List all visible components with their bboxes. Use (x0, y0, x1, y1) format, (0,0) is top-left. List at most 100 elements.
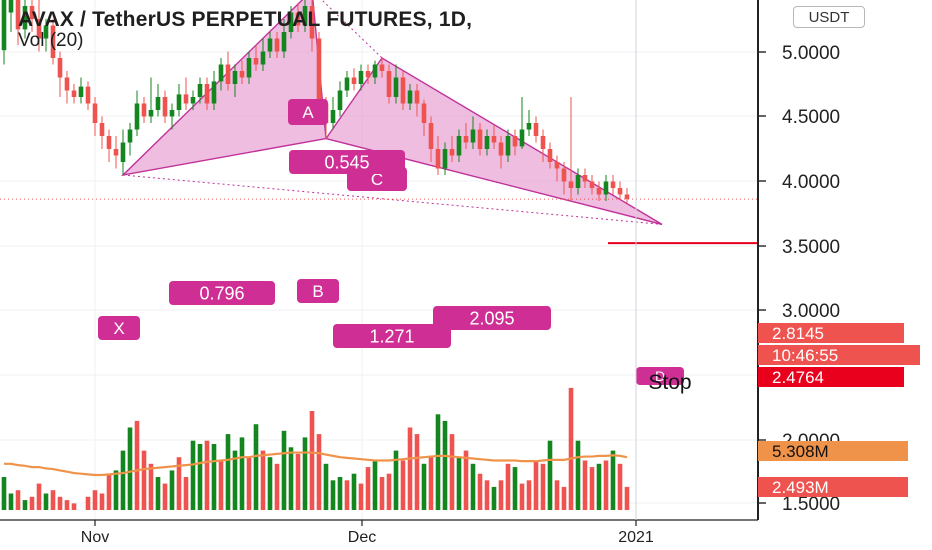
label-a-bg (288, 99, 328, 125)
candle-body (526, 123, 532, 130)
volume-bar (386, 473, 392, 510)
candle-body (253, 58, 259, 65)
candle-body (176, 94, 182, 110)
volume-bar (183, 477, 189, 510)
volume-moving-average (4, 451, 628, 477)
volume-bar (43, 493, 49, 510)
volume-bar (288, 447, 294, 510)
label-a-text: A (302, 103, 314, 122)
volume-bar (295, 453, 301, 510)
volume-bar (50, 490, 56, 510)
volume-bar (1, 477, 7, 510)
price-tag: 10:46:55 (758, 345, 920, 365)
volume-bar (162, 483, 168, 510)
time-tick-label: Nov (81, 529, 109, 546)
candle-body (582, 175, 588, 182)
volume-indicator-label[interactable]: Vol (20) (18, 30, 84, 51)
candle-body (519, 129, 525, 147)
volume-bar (449, 434, 455, 510)
volume-bar (274, 463, 280, 510)
candle-body (470, 129, 476, 143)
candle-body (505, 136, 511, 156)
volume-bar (603, 460, 609, 510)
volume-bar (148, 463, 154, 510)
label-b-bg (297, 279, 339, 303)
label-c-text: C (371, 170, 383, 189)
candle-body (113, 149, 119, 156)
price-tag-bg (758, 345, 920, 365)
price-axis[interactable]: 5.00004.50004.00003.50003.00002.00001.50… (0, 0, 920, 546)
ratio-abc: 0.545 (289, 150, 405, 174)
candle-body (92, 103, 98, 123)
volume-bar (127, 427, 133, 510)
volume-bar (393, 450, 399, 510)
candle-body (22, 6, 28, 30)
volume-bar (365, 467, 371, 510)
stop-label: Stop (648, 371, 691, 394)
candle-body (330, 110, 336, 123)
candle-body (512, 136, 518, 147)
volume-bar (323, 463, 329, 510)
volume-bar (568, 387, 574, 510)
candle-body (36, 19, 42, 39)
candle-body (134, 103, 140, 130)
volume-bar (260, 450, 266, 510)
price-tag-bg (758, 323, 904, 343)
volume-bar (512, 467, 518, 510)
candle-body (302, 6, 308, 26)
volume-bar (561, 486, 567, 510)
volume-bar (106, 473, 112, 510)
candle-body (393, 77, 399, 97)
candle-body (372, 64, 378, 78)
candle-body (365, 71, 371, 78)
candle-body (491, 136, 497, 143)
candle-body (246, 58, 252, 78)
volume-bar (421, 463, 427, 510)
volume-bar (302, 437, 308, 510)
candle-body (169, 110, 175, 117)
volume-bar (15, 490, 21, 510)
price-tag: 5.308M (758, 441, 908, 461)
volume-bar (134, 420, 140, 510)
candle-body (344, 77, 350, 91)
candle-body (358, 71, 364, 84)
candle-body (351, 77, 357, 84)
volume-bar (428, 457, 434, 510)
candle-body (540, 136, 546, 149)
candle-body (610, 181, 616, 188)
currency-button[interactable]: USDT (793, 6, 865, 28)
candle-body (141, 103, 147, 117)
volume-bar (281, 430, 287, 510)
candle-body (596, 188, 602, 195)
candle-body (554, 162, 560, 169)
volume-bar (8, 493, 14, 510)
volume-bar (29, 496, 35, 510)
volume-bar (414, 434, 420, 510)
price-tag: 2.4764 (758, 367, 904, 387)
price-tick-label: 1.5000 (782, 494, 840, 515)
candle-body (498, 142, 504, 156)
price-tick-label: 4.0000 (782, 172, 840, 193)
volume-bar (498, 480, 504, 510)
volume-bar (330, 480, 336, 510)
volume-bar (624, 486, 630, 510)
ratio-xad-bg (333, 324, 451, 348)
label-b: B (297, 279, 339, 303)
pattern-xd-line (122, 174, 663, 225)
volume-bar (617, 463, 623, 510)
volume-bar (57, 496, 63, 510)
volume-bar (225, 434, 231, 510)
label-a: A (288, 99, 328, 125)
time-tick-label: 2021 (618, 529, 654, 546)
volume-bar (351, 473, 357, 510)
volume-bar (407, 427, 413, 510)
volume-bar (316, 434, 322, 510)
volume-bar (253, 424, 259, 510)
price-tick-label: 3.5000 (782, 237, 840, 258)
candle-body (624, 194, 630, 200)
candle-body (442, 149, 448, 169)
volume-bar (547, 440, 553, 510)
candle-body (386, 71, 392, 97)
ratio-abc-text: 0.545 (324, 152, 369, 172)
